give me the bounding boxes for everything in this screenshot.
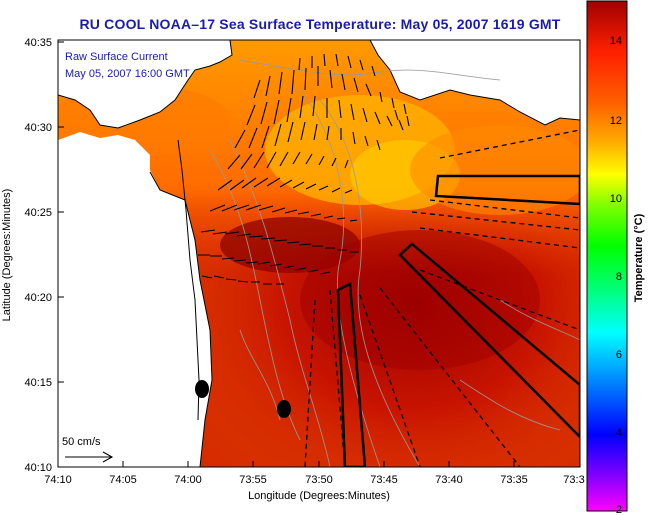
buoy-marker <box>195 380 209 398</box>
sst-map: Raw Surface Current May 05, 2007 16:00 G… <box>1 37 585 502</box>
y-tick-label: 40:20 <box>24 292 52 304</box>
y-tick-label: 40:10 <box>24 462 52 474</box>
y-axis: 40:35 40:30 40:25 40:20 40:15 40:10 Lati… <box>1 37 64 474</box>
annotation-line-1: Raw Surface Current <box>65 51 168 63</box>
colorbar-tick-label: 14 <box>610 35 622 47</box>
x-tick-label: 73:40 <box>435 474 463 486</box>
colorbar-label: Temperature (°C) <box>633 213 645 302</box>
x-axis-label: Longitude (Degrees:Minutes) <box>248 490 390 502</box>
y-tick-label: 40:25 <box>24 207 52 219</box>
land-new-jersey <box>58 150 212 467</box>
scale-arrow <box>65 451 114 463</box>
colorbar-ticks: 14 12 10 8 6 4 2 <box>610 35 622 515</box>
x-tick-label: 73:50 <box>305 474 333 486</box>
buoy-marker <box>277 400 291 418</box>
scale-label: 50 cm/s <box>62 436 101 448</box>
colorbar-gradient <box>586 0 628 512</box>
y-tick-label: 40:30 <box>24 122 52 134</box>
colorbar-tick-label: 8 <box>616 271 622 283</box>
x-tick-label: 74:10 <box>44 474 72 486</box>
land-long-island <box>370 40 580 125</box>
x-tick-label: 73:45 <box>370 474 398 486</box>
colorbar-tick-label: 10 <box>610 193 622 205</box>
y-tick-label: 40:35 <box>24 37 52 49</box>
colorbar-tick-label: 4 <box>616 427 622 439</box>
x-tick-label: 73:35 <box>500 474 528 486</box>
x-axis: 74:10 74:05 74:00 73:55 73:50 73:45 73:4… <box>44 461 585 502</box>
land-brooklyn-staten <box>58 40 232 128</box>
map-title: RU COOL NOAA–17 Sea Surface Temperature:… <box>79 16 561 32</box>
x-tick-label: 73:3 <box>563 474 584 486</box>
x-tick-label: 74:05 <box>109 474 137 486</box>
colorbar-tick-label: 12 <box>610 115 622 127</box>
y-axis-label: Latitude (Degrees:Minutes) <box>1 189 13 322</box>
annotation-line-2: May 05, 2007 16:00 GMT <box>65 68 190 80</box>
bathymetry-contours <box>209 59 580 467</box>
sst-field <box>58 40 580 467</box>
colorbar-tick-label: 2 <box>616 504 622 515</box>
colorbar-tick-label: 6 <box>616 349 622 361</box>
y-tick-label: 40:15 <box>24 377 52 389</box>
colorbar: 14 12 10 8 6 4 2 Temperature (°C) <box>586 0 645 515</box>
x-tick-label: 73:55 <box>239 474 267 486</box>
radar-coverage-sectors <box>304 129 580 467</box>
x-tick-label: 74:00 <box>174 474 202 486</box>
surface-current-vectors <box>198 53 410 285</box>
